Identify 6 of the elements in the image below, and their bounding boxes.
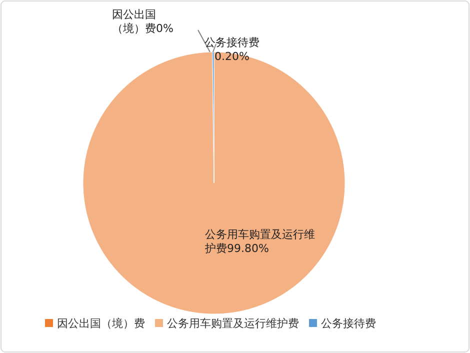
legend-label: 因公出国（境）费	[57, 317, 145, 330]
data-label: 公务用车购置及运行维护费99.80%	[204, 228, 315, 255]
data-label: 公务接待费0.20%	[204, 36, 260, 63]
legend-label: 公务接待费	[321, 317, 376, 330]
legend-label: 公务用车购置及运行维护费	[167, 317, 299, 330]
text: 因公出国（境）费0%	[112, 8, 174, 35]
